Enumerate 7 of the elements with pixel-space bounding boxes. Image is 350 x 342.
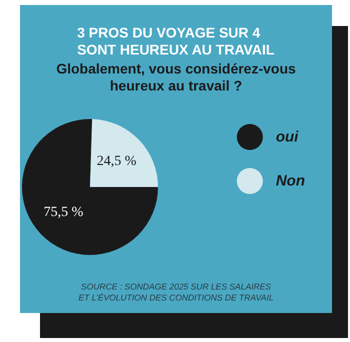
legend-label: oui bbox=[276, 128, 300, 146]
legend-label: Non bbox=[276, 172, 306, 190]
data-label: 75,5 % bbox=[44, 205, 84, 220]
data-label: 24,5 % bbox=[96, 154, 137, 169]
chart-subtitle: Globalement, vous considérez-vous heureux au travail ? bbox=[56, 60, 296, 94]
source-note: SOURCE : SONDAGE 2025 SUR LES SALAIRES ET L’ÉVOLUTION DES CONDITIONS DE TRAVAIL bbox=[78, 282, 274, 302]
chart-title: 3 PROS DU VOYAGE SUR 4 SONT HEUREUX AU TRAVAIL bbox=[77, 24, 275, 58]
